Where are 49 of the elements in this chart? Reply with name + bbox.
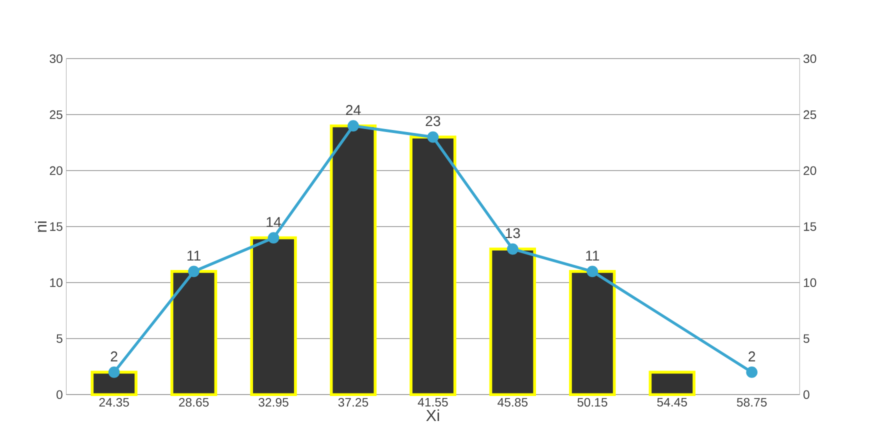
y2-tick-label: 20 xyxy=(804,166,816,176)
point xyxy=(188,266,200,278)
y2-tick-label: 10 xyxy=(804,278,816,288)
point xyxy=(268,232,280,244)
data-label: 23 xyxy=(426,116,440,126)
y-tick-label: 15 xyxy=(50,222,62,232)
y2-tick-label: 15 xyxy=(804,222,816,232)
bar xyxy=(410,136,456,396)
bar xyxy=(90,370,138,396)
data-label: 2 xyxy=(110,352,118,362)
data-label: 2 xyxy=(748,352,756,362)
x-tick-label: 54.45 xyxy=(657,398,687,407)
data-label: 13 xyxy=(506,228,520,238)
y2-tick-label: 0 xyxy=(803,390,810,400)
point xyxy=(586,266,598,278)
y-tick-label: 20 xyxy=(50,166,62,176)
bar xyxy=(489,248,536,396)
x-tick-label: 32.95 xyxy=(258,398,288,407)
bar xyxy=(250,236,297,396)
point xyxy=(506,244,518,255)
bar xyxy=(569,270,616,396)
y-axis-title: ni xyxy=(34,222,47,232)
data-label: 11 xyxy=(586,250,600,261)
point xyxy=(348,120,359,132)
bar xyxy=(330,124,377,396)
data-label: 14 xyxy=(266,217,281,228)
point xyxy=(746,366,758,378)
y-tick-label: 10 xyxy=(50,278,62,288)
y2-tick-label: 25 xyxy=(804,110,816,120)
x-tick-label: 37.25 xyxy=(338,398,368,407)
x-tick-label: 50.15 xyxy=(577,398,608,407)
x-tick-label: 41.55 xyxy=(418,398,448,407)
y2-tick-label: 5 xyxy=(803,334,810,344)
y-tick-label: 30 xyxy=(50,54,62,64)
x-tick-label: 45.85 xyxy=(498,398,528,407)
data-label: 11 xyxy=(188,250,200,261)
x-axis-title: Xi xyxy=(426,410,440,422)
y-tick-label: 25 xyxy=(50,110,62,120)
data-label: 24 xyxy=(346,105,361,116)
x-tick-label: 24.35 xyxy=(99,398,129,407)
x-tick-label: 58.75 xyxy=(736,398,767,407)
y2-tick-label: 30 xyxy=(803,54,816,64)
x-tick-label: 28.65 xyxy=(179,398,209,407)
y-tick-label: 0 xyxy=(56,390,62,400)
bar xyxy=(170,270,218,396)
point xyxy=(427,132,439,143)
point xyxy=(108,366,120,378)
y-tick-label: 5 xyxy=(56,334,62,344)
bar xyxy=(648,370,696,396)
